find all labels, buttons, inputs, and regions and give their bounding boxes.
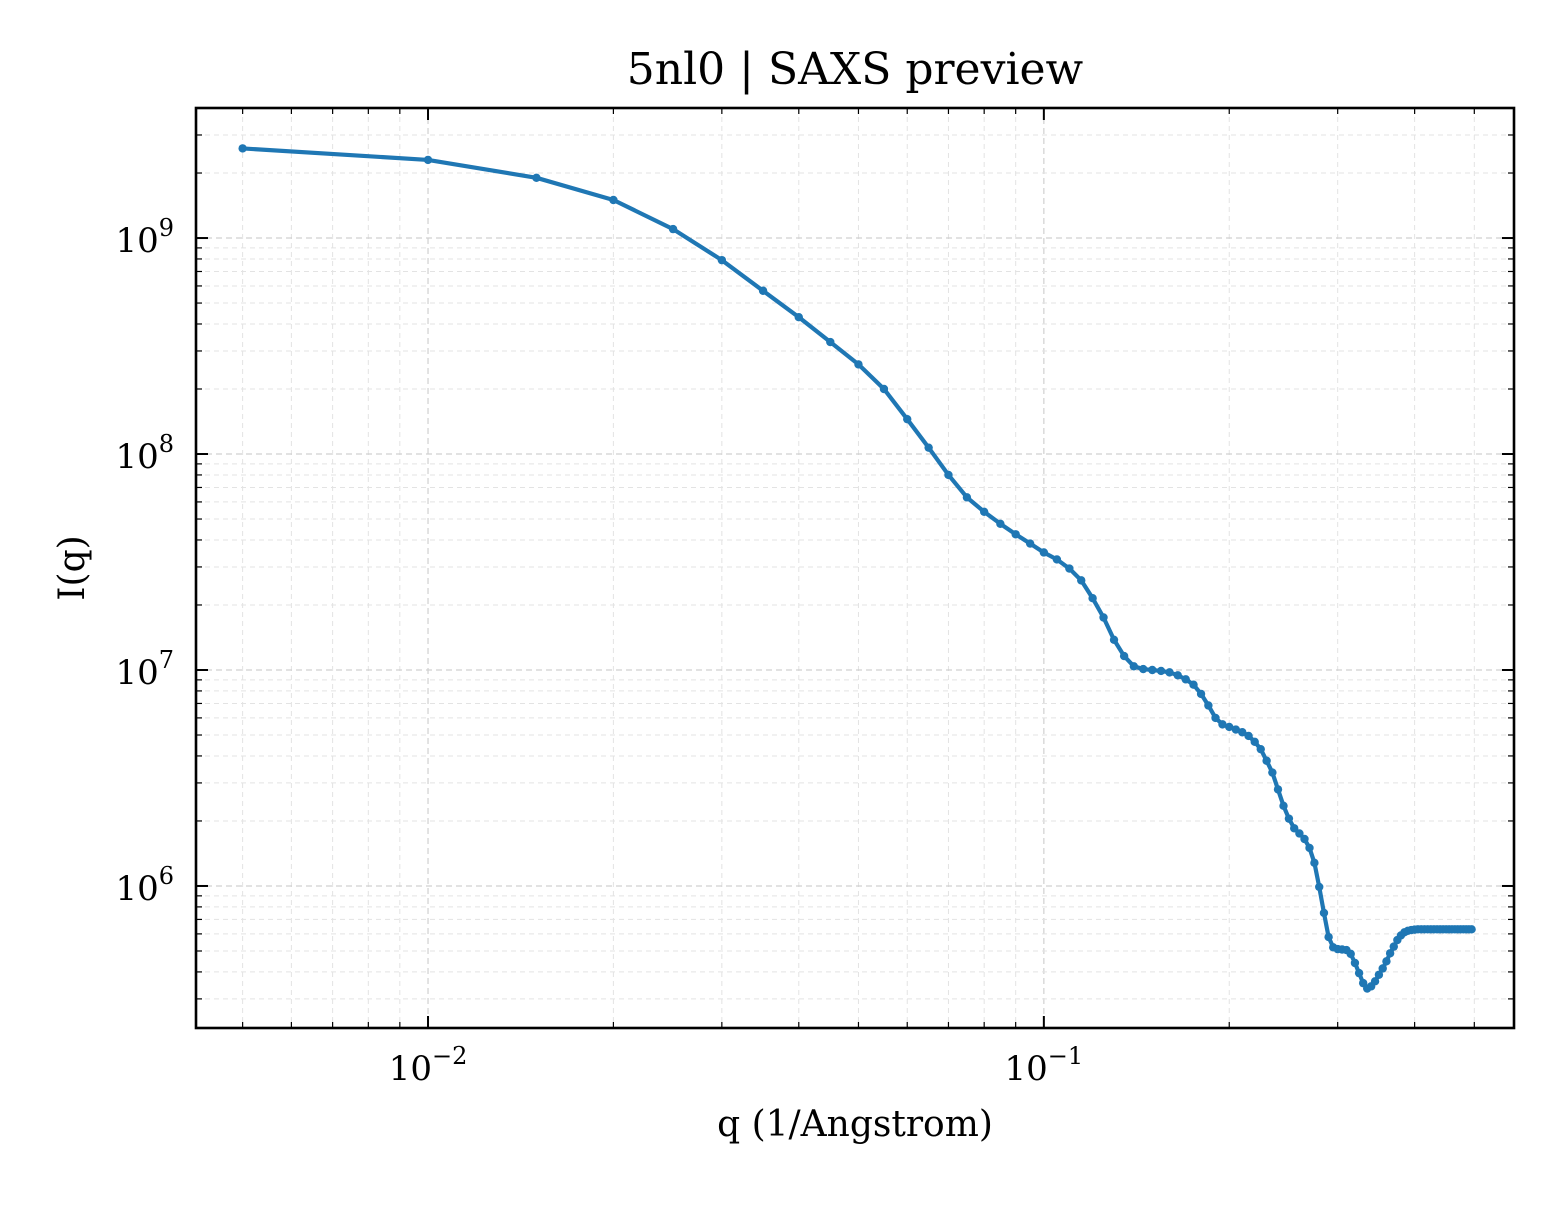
data-point (1350, 958, 1360, 968)
data-point (609, 195, 618, 205)
data-point (1218, 720, 1227, 729)
data-point (924, 443, 933, 452)
series-layer (238, 144, 1476, 993)
data-point (1315, 882, 1324, 892)
y-axis-label: I(q) (52, 535, 93, 600)
data-point (758, 286, 768, 295)
tick-labels: 10−2 10−1 106 107 108 109 (115, 214, 1083, 1089)
data-point (1467, 925, 1476, 934)
data-point (1305, 843, 1314, 853)
data-point (1139, 664, 1148, 674)
data-point (1039, 548, 1049, 557)
data-point (1011, 530, 1020, 539)
series-line (240, 146, 1474, 991)
y-tick-label: 109 (115, 214, 174, 261)
data-point (1129, 662, 1139, 671)
data-point (1256, 744, 1265, 754)
data-point (1382, 957, 1391, 966)
data-point (1295, 829, 1304, 838)
data-point (1244, 731, 1253, 741)
data-point (1385, 949, 1395, 958)
x-axis-label: q (1/Angstrom) (717, 1104, 993, 1145)
data-point (979, 507, 989, 517)
data-point (1268, 768, 1277, 777)
data-point (1148, 665, 1157, 675)
data-point (962, 493, 972, 502)
data-point (1052, 555, 1062, 564)
data-point (1204, 701, 1213, 710)
data-point (1099, 613, 1108, 622)
data-point (1300, 834, 1309, 844)
data-point (1119, 651, 1129, 661)
data-point (1354, 968, 1364, 978)
x-tick-label: 10−1 (1005, 1042, 1084, 1089)
x-tick-label: 10−2 (389, 1042, 468, 1089)
data-point (1065, 564, 1074, 573)
data-point (1025, 539, 1035, 548)
grid-lines (196, 107, 1514, 1028)
data-point (1279, 801, 1288, 811)
data-point (1273, 785, 1283, 794)
plot-frame (194, 106, 1516, 1030)
data-point (1173, 671, 1182, 680)
data-point (794, 312, 803, 322)
data-point (532, 173, 541, 183)
data-point (423, 155, 433, 165)
data-point (1196, 689, 1206, 699)
data-point (1077, 576, 1086, 585)
tick-marks (196, 107, 1514, 1028)
data-point (1290, 824, 1299, 833)
data-point (1378, 964, 1387, 973)
data-point (1324, 932, 1333, 942)
y-tick-label: 107 (115, 646, 174, 693)
data-point (996, 519, 1005, 529)
data-point (1231, 725, 1241, 734)
data-point (1109, 635, 1119, 644)
data-point (1389, 942, 1398, 951)
data-point (1310, 858, 1319, 868)
data-point (1225, 722, 1234, 732)
data-point (879, 384, 889, 394)
data-point (1211, 713, 1220, 723)
data-point (826, 337, 835, 347)
data-point (717, 255, 727, 265)
data-point (1262, 756, 1271, 765)
data-point (1238, 728, 1247, 737)
data-point (238, 144, 247, 153)
data-point (944, 470, 953, 480)
data-point (1374, 970, 1384, 979)
data-point (1165, 668, 1174, 677)
data-point (854, 360, 863, 369)
data-point (1370, 977, 1380, 986)
data-point (1181, 675, 1190, 684)
chart-title: 5nl0 | SAXS preview (627, 44, 1084, 95)
data-point (1189, 680, 1198, 689)
data-point (1346, 949, 1355, 959)
y-tick-label: 106 (115, 862, 174, 909)
data-point (903, 414, 912, 424)
data-point (1156, 666, 1166, 676)
y-tick-label: 108 (115, 430, 174, 477)
data-point (668, 224, 678, 234)
data-point (1250, 737, 1259, 747)
data-point (1319, 908, 1329, 918)
data-point (1088, 593, 1097, 603)
data-point (1284, 814, 1294, 823)
